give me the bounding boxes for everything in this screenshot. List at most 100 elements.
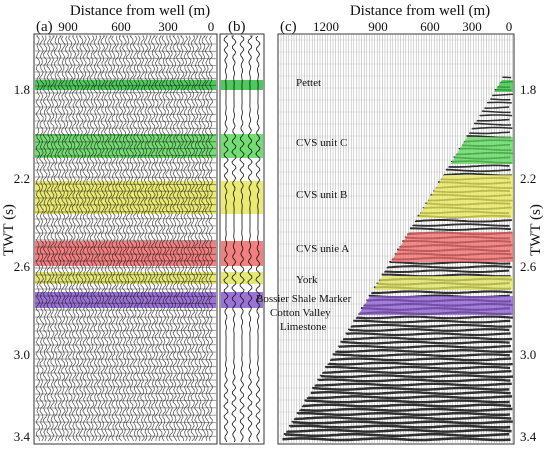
seismic-trace xyxy=(35,35,41,442)
x-tick-c: 1200 xyxy=(313,19,339,34)
wedge-reflector xyxy=(348,328,510,332)
wedge-reflector xyxy=(294,416,512,421)
x-tick-a: 0 xyxy=(208,19,215,34)
seismic-trace xyxy=(204,35,210,442)
seismic-trace xyxy=(186,35,192,442)
seismic-trace xyxy=(201,35,207,442)
reflector xyxy=(34,176,217,179)
reflector xyxy=(34,392,217,395)
reflector xyxy=(34,147,217,150)
reflector xyxy=(34,183,217,186)
horizon-label-york: York xyxy=(296,274,318,286)
horizon-band xyxy=(494,80,513,92)
x-tick-c: 600 xyxy=(420,19,440,34)
x-tick-a: 300 xyxy=(158,19,178,34)
y-tick-right: 3.0 xyxy=(520,347,536,362)
horizon-band xyxy=(35,80,216,90)
wedge-reflector xyxy=(487,101,512,104)
seismic-trace xyxy=(125,35,131,442)
wedge-reflector xyxy=(330,357,512,362)
x-tick-a: 900 xyxy=(58,19,78,34)
wedge-reflector xyxy=(355,315,513,320)
reflector xyxy=(34,91,217,94)
wedge-reflector xyxy=(386,265,512,269)
wedge-reflector xyxy=(301,403,512,408)
wedge-reflector xyxy=(345,332,511,337)
y-tick-right: 2.6 xyxy=(520,259,537,274)
panel-c-depth-migrated-section xyxy=(277,33,515,445)
y-tick-left: 1.8 xyxy=(14,82,30,97)
panel-a-traces xyxy=(34,35,217,442)
horizon-band xyxy=(390,232,513,262)
wedge-reflector xyxy=(476,118,510,122)
horizon-band xyxy=(373,276,513,290)
horizon-band xyxy=(450,137,513,164)
top-title-left: Distance from well (m) xyxy=(70,3,210,19)
y-tick-left: 3.4 xyxy=(14,429,31,444)
reflector xyxy=(34,246,217,249)
wedge-reflector xyxy=(484,106,510,109)
wedge-reflector xyxy=(282,437,511,442)
wedge-reflector xyxy=(481,110,511,114)
reflector xyxy=(34,120,217,123)
seismic-trace xyxy=(183,35,189,442)
seismic-trace xyxy=(175,35,181,442)
y-tick-right: 3.4 xyxy=(520,429,537,444)
reflector xyxy=(34,154,217,157)
panel-label-a: (a) xyxy=(36,19,53,35)
y-axis-label-left: TWT (s) xyxy=(1,204,17,256)
wedge-reflector xyxy=(317,378,511,383)
wedge-reflector xyxy=(286,428,512,433)
seismic-trace xyxy=(132,35,138,442)
seismic-trace xyxy=(168,35,174,442)
wedge-reflector xyxy=(492,93,513,97)
wedge-reflector xyxy=(381,273,511,278)
seismic-trace xyxy=(193,35,199,442)
seismic-trace xyxy=(82,35,88,442)
horizon-label-bossier-shale-marker: Bossier Shale Marker xyxy=(256,293,352,305)
reflector xyxy=(34,399,217,402)
seismic-trace xyxy=(139,35,145,442)
horizon-label-cotton-valley: Cotton Valley xyxy=(270,307,331,319)
seismic-trace xyxy=(154,35,160,442)
seismic-trace xyxy=(121,35,127,442)
seismic-trace xyxy=(111,35,117,442)
horizon-band xyxy=(221,272,263,284)
horizon-band xyxy=(417,175,513,218)
panel-b-synthetic-traces xyxy=(219,33,265,445)
wedge-reflector xyxy=(371,290,513,295)
reflector xyxy=(34,428,217,431)
reflector xyxy=(34,302,217,305)
horizon-label-pettet: Pettet xyxy=(296,77,321,89)
seismic-trace xyxy=(172,35,178,442)
wedge-reflector xyxy=(324,365,511,370)
horizon-label-cvs-unit-c: CVS unit C xyxy=(296,137,347,149)
seismic-trace xyxy=(89,35,95,442)
wedge-reflector xyxy=(322,370,512,374)
reflector xyxy=(34,239,217,242)
y-axis-label-right: TWT (s) xyxy=(528,204,544,256)
synthetic-trace xyxy=(255,35,261,443)
horizon-band xyxy=(358,296,513,315)
wedge-reflector xyxy=(283,432,510,438)
seismic-trace xyxy=(60,35,66,442)
seismic-trace xyxy=(93,35,99,442)
seismic-trace xyxy=(147,35,153,442)
reflector xyxy=(34,210,217,213)
y-tick-left: 2.2 xyxy=(14,171,30,186)
reflector xyxy=(34,57,217,60)
seismic-trace xyxy=(118,35,124,442)
wedge-reflector xyxy=(350,323,512,328)
wedge-reflector xyxy=(384,269,510,274)
wedge-reflector xyxy=(412,223,510,227)
y-tick-left: 2.6 xyxy=(14,259,31,274)
seismic-trace xyxy=(67,35,73,442)
reflector xyxy=(34,84,217,87)
panel-label-c: (c) xyxy=(280,19,297,35)
wedge-reflector xyxy=(288,424,511,429)
y-tick-right: 1.8 xyxy=(520,82,536,97)
seismic-trace xyxy=(78,35,84,442)
seismic-trace xyxy=(165,35,171,442)
wedge-reflector xyxy=(299,407,513,412)
